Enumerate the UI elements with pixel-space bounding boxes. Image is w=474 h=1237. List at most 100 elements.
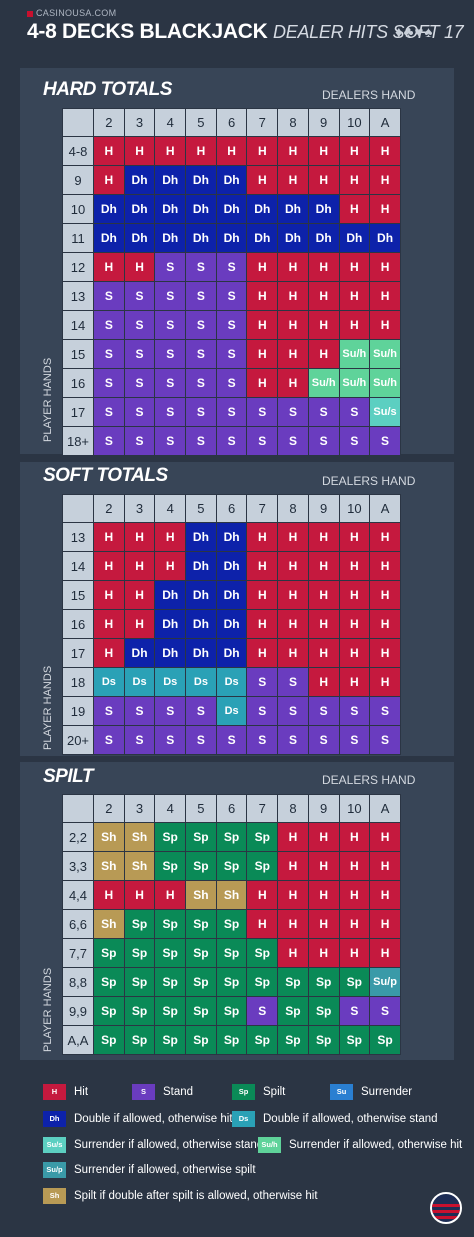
header-corner	[62, 108, 94, 137]
player-hand-18: 18	[62, 667, 94, 697]
action-cell: Dh	[307, 194, 340, 224]
action-cell: S	[154, 725, 187, 755]
action-cell: S	[338, 696, 371, 726]
action-cell: H	[307, 938, 340, 968]
action-cell: S	[369, 426, 401, 456]
action-cell: Ds	[154, 667, 187, 697]
action-cell: Sp	[154, 909, 187, 939]
action-cell: Sp	[277, 996, 309, 1026]
player-hand-8-8: 8,8	[62, 967, 94, 997]
dealer-card-a: A	[369, 494, 401, 523]
legend-swatch: H	[43, 1084, 66, 1100]
action-cell: H	[307, 339, 340, 369]
action-cell: S	[154, 397, 187, 427]
action-cell: H	[246, 339, 279, 369]
action-cell: Ds	[93, 667, 125, 697]
legend-text: Spilt	[263, 1086, 286, 1099]
action-cell: Dh	[369, 223, 401, 253]
page-title: 4-8 DECKS BLACKJACK DEALER HITS SOFT 17	[27, 20, 464, 44]
action-cell: S	[154, 252, 187, 282]
action-cell: Dh	[154, 609, 187, 639]
action-cell: Sh	[123, 851, 156, 881]
table-row: 10 Dh Dh Dh Dh Dh Dh Dh Dh H H	[62, 194, 401, 224]
table-row: 15 S S S S S H H H Su/h Su/h	[62, 339, 401, 369]
action-cell: Su/p	[369, 967, 401, 997]
action-cell: Sp	[185, 851, 217, 881]
action-cell: Sp	[154, 1025, 187, 1055]
legend-text: Surrender if allowed, otherwise spilt	[74, 1164, 256, 1177]
action-cell: S	[215, 339, 248, 369]
split-title: SPILT	[43, 766, 93, 787]
action-cell: H	[93, 609, 125, 639]
action-cell: H	[277, 822, 309, 852]
table-row: A,A Sp Sp Sp Sp Sp Sp Sp Sp Sp Sp	[62, 1025, 401, 1055]
action-cell: H	[369, 522, 401, 552]
action-cell: S	[185, 368, 217, 398]
action-cell: H	[277, 551, 309, 581]
table-row: 3,3 Sh Sh Sp Sp Sp Sp H H H H	[62, 851, 401, 881]
table-row: 18+ S S S S S S S S S S	[62, 426, 401, 456]
action-cell: Sp	[185, 909, 217, 939]
action-cell: Sh	[93, 851, 125, 881]
title-main: 4-8 DECKS BLACKJACK	[27, 20, 268, 43]
action-cell: H	[338, 522, 371, 552]
action-cell: Sp	[123, 938, 156, 968]
action-cell: H	[369, 252, 401, 282]
action-cell: Sp	[307, 1025, 340, 1055]
action-cell: H	[277, 136, 309, 166]
action-cell: S	[277, 725, 309, 755]
action-cell: S	[215, 725, 248, 755]
action-cell: Sp	[246, 822, 279, 852]
action-cell: H	[338, 310, 371, 340]
action-cell: H	[277, 368, 309, 398]
player-hand-17: 17	[62, 638, 94, 668]
action-cell: S	[215, 426, 248, 456]
legend-item: Dh Double if allowed, otherwise hit	[43, 1111, 233, 1127]
action-cell: H	[369, 281, 401, 311]
action-cell: H	[246, 909, 279, 939]
action-cell: S	[185, 281, 217, 311]
table-row: 16 S S S S S H H Su/h Su/h Su/h	[62, 368, 401, 398]
dealer-card-2: 2	[93, 494, 125, 523]
action-cell: H	[338, 667, 371, 697]
action-cell: Sp	[338, 967, 371, 997]
action-cell: Dh	[93, 194, 125, 224]
table-row: 17 H Dh Dh Dh Dh H H H H H	[62, 638, 401, 668]
action-cell: H	[307, 165, 340, 195]
legend-text: Surrender if allowed, otherwise stand	[74, 1139, 264, 1152]
action-cell: Dh	[123, 165, 156, 195]
action-cell: S	[307, 696, 340, 726]
brand-dot-icon	[27, 10, 33, 17]
action-cell: H	[154, 522, 187, 552]
action-cell: Sp	[123, 909, 156, 939]
action-cell: H	[123, 609, 156, 639]
soft-totals-table: 2 3 4 5 6 7 8 9 10 A 13 H H H Dh Dh H H H H H 14 H H H Dh Dh H H H H H 1…	[62, 494, 401, 755]
action-cell: Sp	[93, 1025, 125, 1055]
table-row: 4-8 H H H H H H H H H H	[62, 136, 401, 166]
action-cell: H	[369, 822, 401, 852]
legend-swatch: Su/p	[43, 1162, 66, 1178]
action-cell: H	[307, 609, 340, 639]
action-cell: Sh	[123, 822, 156, 852]
action-cell: Sp	[215, 967, 248, 997]
legend-item: Sp Spilt	[232, 1084, 285, 1100]
action-cell: Sp	[277, 967, 309, 997]
action-cell: S	[215, 252, 248, 282]
action-cell: H	[277, 310, 309, 340]
dealer-card-8: 8	[277, 794, 309, 823]
action-cell: S	[277, 397, 309, 427]
action-cell: S	[307, 397, 340, 427]
table-row: 6,6 Sh Sp Sp Sp Sp H H H H H	[62, 909, 401, 939]
table-row: 17 S S S S S S S S S Su/s	[62, 397, 401, 427]
legend-text: Surrender	[361, 1086, 413, 1099]
action-cell: Dh	[215, 194, 248, 224]
action-cell: S	[123, 339, 156, 369]
player-hand-16: 16	[62, 368, 94, 398]
action-cell: S	[369, 696, 401, 726]
action-cell: Sp	[246, 851, 279, 881]
action-cell: S	[123, 310, 156, 340]
action-cell: H	[307, 522, 340, 552]
action-cell: S	[215, 368, 248, 398]
legend-swatch: Sh	[43, 1188, 66, 1204]
player-hand-a-a: A,A	[62, 1025, 94, 1055]
